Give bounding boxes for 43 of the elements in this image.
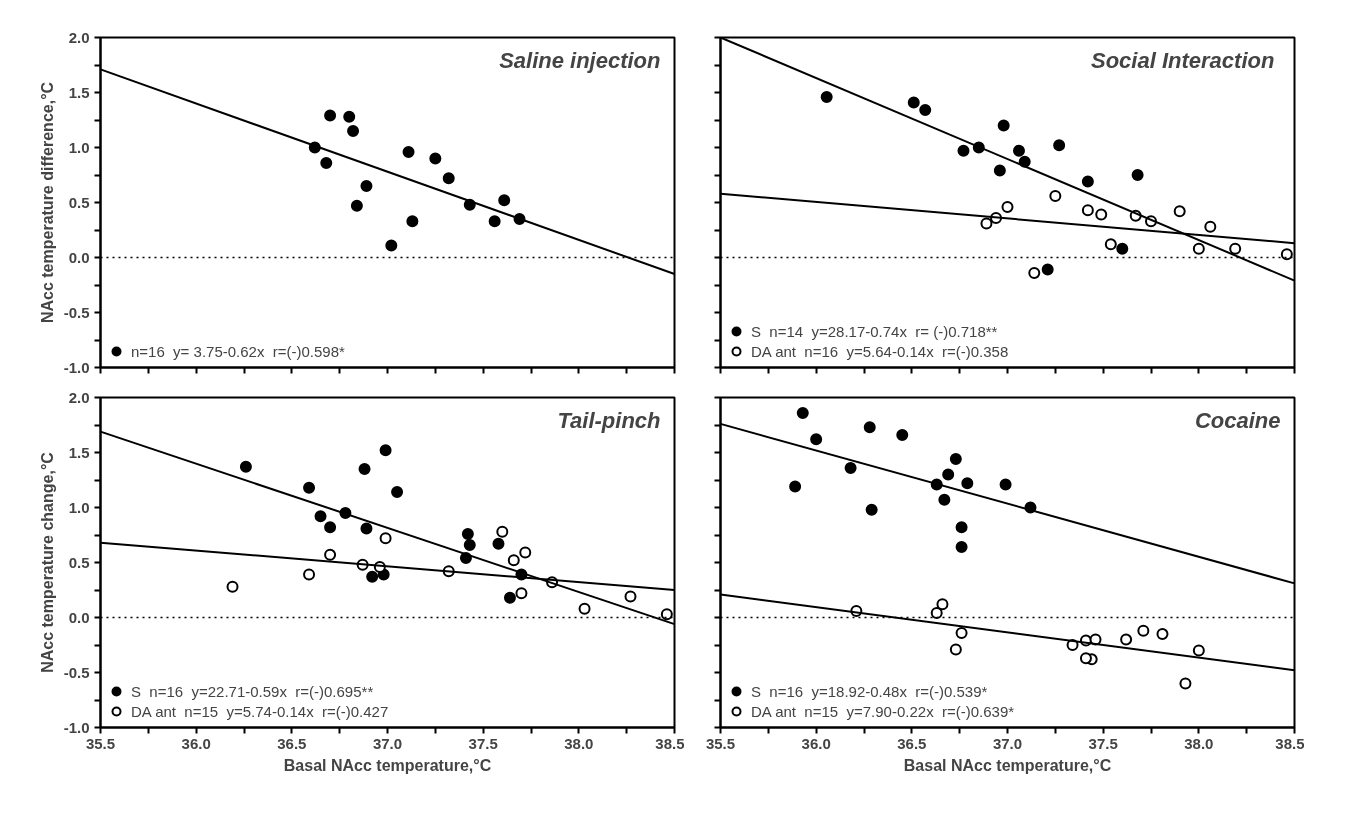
y-axis-title: NAcc temperature change,°C	[38, 451, 56, 673]
x-tick-label: 35.5	[705, 734, 736, 752]
y-tick-label: 0.5	[68, 553, 90, 571]
x-tick-label: 38.0	[564, 734, 594, 752]
legend-label: DA ant n=16 y=5.64-0.14x r=(-)0.358	[751, 341, 1009, 361]
legend-label: S n=16 y=22.71-0.59x r=(-)0.695**	[131, 681, 374, 701]
y-tick-label: -1.0	[63, 718, 90, 736]
y-tick-label: 1.5	[68, 443, 90, 461]
y-tick-label: -1.0	[63, 358, 90, 376]
y-tick-label: 2.0	[68, 28, 90, 46]
legend-label: DA ant n=15 y=5.74-0.14x r=(-)0.427	[131, 701, 389, 721]
x-tick-label: 38.0	[1184, 734, 1214, 752]
x-tick-label: 37.0	[992, 734, 1023, 752]
y-tick-label: 2.0	[68, 388, 90, 406]
y-tick-label: 1.0	[68, 138, 90, 156]
x-tick-label: 37.5	[1088, 734, 1118, 752]
x-tick-label: 38.5	[1275, 734, 1305, 752]
legend-label: DA ant n=15 y=7.90-0.22x r=(-)0.639*	[751, 701, 1015, 721]
text: Social Interaction	[1091, 47, 1275, 73]
text: Saline injection	[499, 47, 661, 73]
x-tick-label: 36.0	[181, 734, 211, 752]
x-tick-label: 36.5	[897, 734, 927, 752]
y-tick-label: 1.0	[68, 498, 90, 516]
text: Tail-pinch	[557, 407, 661, 433]
legend-label: n=16 y= 3.75-0.62x r=(-)0.598*	[131, 341, 345, 361]
legend-label: S n=14 y=28.17-0.74x r= (-)0.718**	[751, 321, 998, 341]
y-tick-label: 1.5	[68, 83, 90, 101]
x-tick-label: 35.5	[85, 734, 116, 752]
legend-label: S n=16 y=18.92-0.48x r=(-)0.539*	[751, 681, 988, 701]
y-tick-label: -0.5	[63, 663, 90, 681]
x-tick-label: 36.5	[277, 734, 307, 752]
y-tick-label: 0.0	[68, 608, 90, 626]
x-tick-label: 36.0	[801, 734, 831, 752]
y-tick-label: 0.0	[68, 248, 90, 266]
x-tick-label: 37.0	[372, 734, 403, 752]
x-axis-title: Basal NAcc temperature,°C	[903, 756, 1112, 774]
y-axis-title: NAcc temperature difference,°C	[38, 81, 56, 324]
x-axis-title: Basal NAcc temperature,°C	[283, 756, 492, 774]
y-tick-label: 0.5	[68, 193, 90, 211]
text: Cocaine	[1194, 407, 1281, 433]
y-tick-label: -0.5	[63, 303, 90, 321]
x-tick-label: 38.5	[655, 734, 685, 752]
x-tick-label: 37.5	[468, 734, 498, 752]
